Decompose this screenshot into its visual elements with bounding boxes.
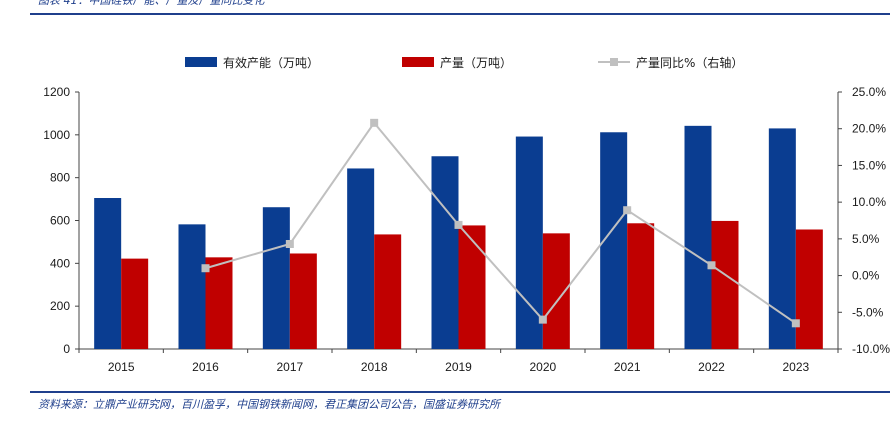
x-tick-label: 2021 [614, 360, 641, 374]
figure-title: 图表 41：中国硅铁产能、产量及产量同比变化 [38, 0, 265, 7]
yoy-marker [201, 264, 210, 273]
x-tick-label: 2023 [782, 360, 809, 374]
capacity-bar [94, 198, 122, 349]
bottom-rule [30, 391, 890, 393]
source-note: 资料来源：立鼎产业研究网，百川盈孚，中国钢铁新闻网，君正集团公司公告，国盛证券研… [38, 398, 500, 411]
x-tick-label: 2022 [698, 360, 725, 374]
output-bar [374, 234, 402, 349]
yoy-line [205, 121, 797, 325]
yoy-marker [707, 261, 716, 270]
capacity-bar [515, 136, 543, 349]
x-tick-label: 2020 [529, 360, 556, 374]
x-tick-label: 2017 [276, 360, 303, 374]
right-tick-label: 10.0% [852, 195, 886, 209]
legend-label: 产量同比%（右轴） [636, 55, 743, 70]
output-bar [289, 253, 317, 349]
right-tick-label: 5.0% [852, 232, 880, 246]
left-tick-label: 400 [50, 256, 70, 270]
capacity-bar [431, 156, 459, 349]
left-tick-label: 0 [63, 342, 70, 356]
capacity-bar [684, 125, 712, 349]
left-tick-label: 800 [50, 171, 70, 185]
left-tick-label: 600 [50, 214, 70, 228]
x-tick-label: 2015 [108, 360, 135, 374]
yoy-marker [791, 319, 800, 328]
output-bar [627, 223, 655, 349]
x-tick-label: 2016 [192, 360, 219, 374]
top-rule [30, 13, 890, 15]
legend-label: 有效产能（万吨） [223, 55, 319, 70]
right-tick-label: 25.0% [852, 85, 886, 99]
right-tick-label: 0.0% [852, 269, 880, 283]
right-tick-label: -10.0% [852, 342, 890, 356]
yoy-marker [623, 206, 632, 215]
yoy-marker [285, 239, 294, 248]
left-tick-label: 1000 [43, 128, 70, 142]
capacity-bar [768, 128, 796, 349]
right-tick-label: 15.0% [852, 158, 886, 172]
left-tick-label: 200 [50, 299, 70, 313]
output-bar [205, 257, 233, 349]
right-tick-label: -5.0% [852, 305, 884, 319]
x-tick-label: 2019 [445, 360, 472, 374]
yoy-marker [538, 315, 547, 324]
output-bar [458, 225, 486, 349]
legend-label: 产量（万吨） [440, 56, 512, 70]
legend-swatch [402, 57, 434, 67]
yoy-marker [454, 220, 463, 229]
yoy-marker [370, 118, 379, 127]
output-bar [711, 220, 739, 349]
capacity-bar [262, 207, 290, 349]
left-tick-label: 1200 [43, 85, 70, 99]
right-tick-label: 20.0% [852, 122, 886, 136]
legend-swatch [185, 57, 217, 67]
capacity-bar [347, 168, 375, 349]
capacity-bar [178, 224, 206, 349]
output-bar [795, 229, 823, 349]
x-tick-label: 2018 [361, 360, 388, 374]
legend-swatch-marker [610, 58, 618, 66]
output-bar [121, 258, 149, 349]
